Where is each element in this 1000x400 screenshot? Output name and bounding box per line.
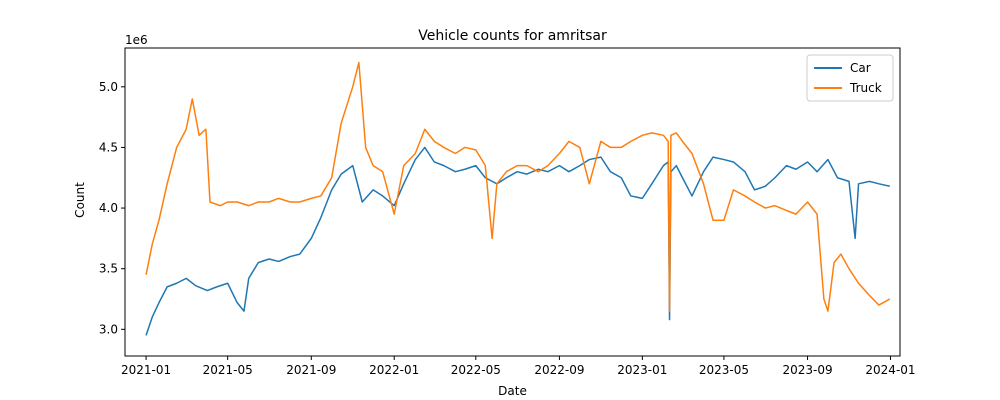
y-axis-label: Count xyxy=(73,182,87,218)
series-layer xyxy=(145,61,891,336)
x-tick-label: 2023-01 xyxy=(617,363,667,377)
x-tick-label: 2024-01 xyxy=(865,363,915,377)
legend-box xyxy=(806,54,894,102)
chart-title: Vehicle counts for amritsar xyxy=(418,28,607,44)
series-line-car xyxy=(145,146,890,336)
legend: Car Truck xyxy=(806,54,894,102)
y-tick-label: 5.0 xyxy=(99,80,118,94)
y-tick-label: 3.0 xyxy=(99,322,118,336)
x-tick-label: 2021-09 xyxy=(286,363,336,377)
x-tick-label: 2023-09 xyxy=(782,363,832,377)
y-tick-label: 4.0 xyxy=(99,201,118,215)
y-tick-label: 3.5 xyxy=(99,262,118,276)
legend-label-truck: Truck xyxy=(849,81,882,95)
x-tick-label: 2021-01 xyxy=(121,363,171,377)
y-scale-label: 1e6 xyxy=(125,33,148,47)
x-axis-label: Date xyxy=(498,384,527,398)
x-ticks: 2021-01 2021-05 2021-09 2022-01 2022-05 2022-… xyxy=(121,356,916,377)
x-tick-label: 2022-05 xyxy=(451,363,501,377)
x-tick-label: 2022-09 xyxy=(534,363,584,377)
x-tick-label: 2021-05 xyxy=(203,363,253,377)
x-tick-label: 2023-05 xyxy=(699,363,749,377)
series-line-truck xyxy=(145,61,891,312)
plot-frame xyxy=(124,47,901,357)
y-tick-label: 4.5 xyxy=(99,140,118,154)
legend-label-car: Car xyxy=(850,61,871,75)
x-tick-label: 2022-01 xyxy=(369,363,419,377)
y-ticks: 3.0 3.5 4.0 4.5 5.0 xyxy=(99,80,125,336)
